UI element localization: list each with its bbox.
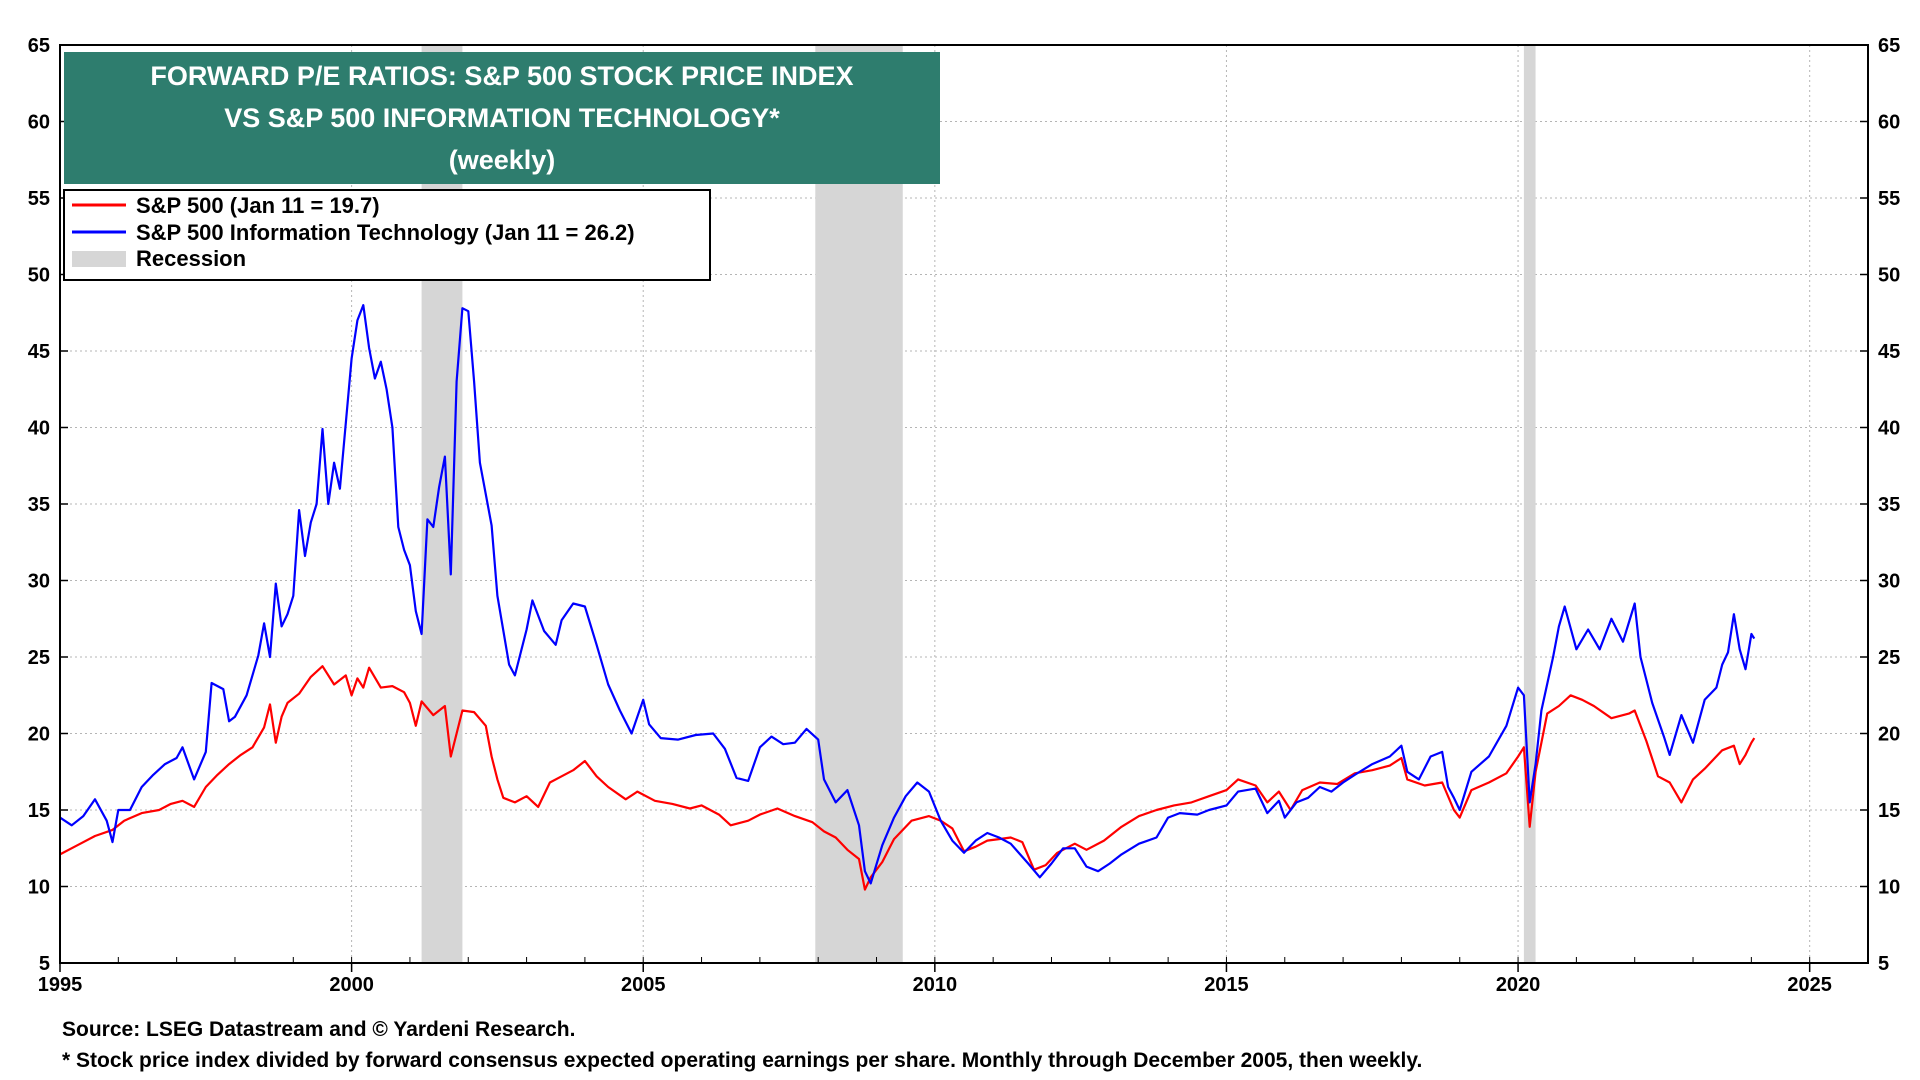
y-tick-label-right: 5 <box>1878 953 1889 975</box>
title-background <box>64 52 940 184</box>
y-tick-label-left: 55 <box>28 188 50 210</box>
y-tick-label-right: 30 <box>1878 571 1900 593</box>
title-line-2: VS S&P 500 INFORMATION TECHNOLOGY* <box>224 103 780 133</box>
series-line-info-tech <box>59 304 1756 885</box>
y-tick-label-left: 50 <box>28 265 50 287</box>
y-tick-label-left: 45 <box>28 341 50 363</box>
x-tick-label: 2005 <box>621 974 666 996</box>
recession-band <box>815 45 903 963</box>
title-line-3: (weekly) <box>449 145 556 175</box>
legend-label-info-tech: S&P 500 Information Technology (Jan 11 =… <box>136 220 635 245</box>
legend-label-recession: Recession <box>136 246 246 271</box>
x-tick-label: 2015 <box>1204 974 1249 996</box>
legend: S&P 500 (Jan 11 = 19.7) S&P 500 Informat… <box>63 189 711 281</box>
y-tick-label-left: 15 <box>28 800 50 822</box>
y-tick-label-left: 40 <box>28 418 50 440</box>
y-tick-label-right: 15 <box>1878 800 1900 822</box>
x-tick-label: 2000 <box>329 974 374 996</box>
x-tick-label: 1995 <box>38 974 83 996</box>
y-tick-label-right: 50 <box>1878 265 1900 287</box>
y-tick-label-left: 35 <box>28 494 50 516</box>
x-tick-label: 2010 <box>913 974 958 996</box>
legend-swatch-recession <box>72 251 126 267</box>
y-tick-label-left: 65 <box>28 35 50 57</box>
y-tick-label-right: 20 <box>1878 724 1900 746</box>
y-tick-label-right: 25 <box>1878 647 1900 669</box>
y-tick-label-right: 60 <box>1878 112 1900 134</box>
legend-box <box>63 189 711 281</box>
x-tick-label: 2025 <box>1787 974 1832 996</box>
y-tick-label-left: 30 <box>28 571 50 593</box>
y-tick-label-left: 20 <box>28 724 50 746</box>
y-tick-label-left: 60 <box>28 112 50 134</box>
y-tick-label-right: 65 <box>1878 35 1900 57</box>
y-tick-label-right: 35 <box>1878 494 1900 516</box>
legend-label-sp500: S&P 500 (Jan 11 = 19.7) <box>136 193 380 218</box>
recession-bands <box>421 45 1536 963</box>
method-note: * Stock price index divided by forward c… <box>62 1049 1423 1072</box>
y-tick-label-left: 5 <box>39 953 50 975</box>
y-tick-label-left: 10 <box>28 877 50 899</box>
recession-band <box>1523 45 1536 963</box>
y-tick-label-right: 10 <box>1878 877 1900 899</box>
y-tick-label-right: 40 <box>1878 418 1900 440</box>
title-box: FORWARD P/E RATIOS: S&P 500 STOCK PRICE … <box>64 52 940 184</box>
series-lines <box>59 304 1756 891</box>
series-line-sp500 <box>59 665 1756 891</box>
y-tick-label-left: 25 <box>28 647 50 669</box>
title-line-1: FORWARD P/E RATIOS: S&P 500 STOCK PRICE … <box>150 61 853 91</box>
y-tick-label-right: 45 <box>1878 341 1900 363</box>
y-tick-label-right: 55 <box>1878 188 1900 210</box>
x-tick-label: 2020 <box>1496 974 1541 996</box>
source-note: Source: LSEG Datastream and © Yardeni Re… <box>62 1018 576 1041</box>
